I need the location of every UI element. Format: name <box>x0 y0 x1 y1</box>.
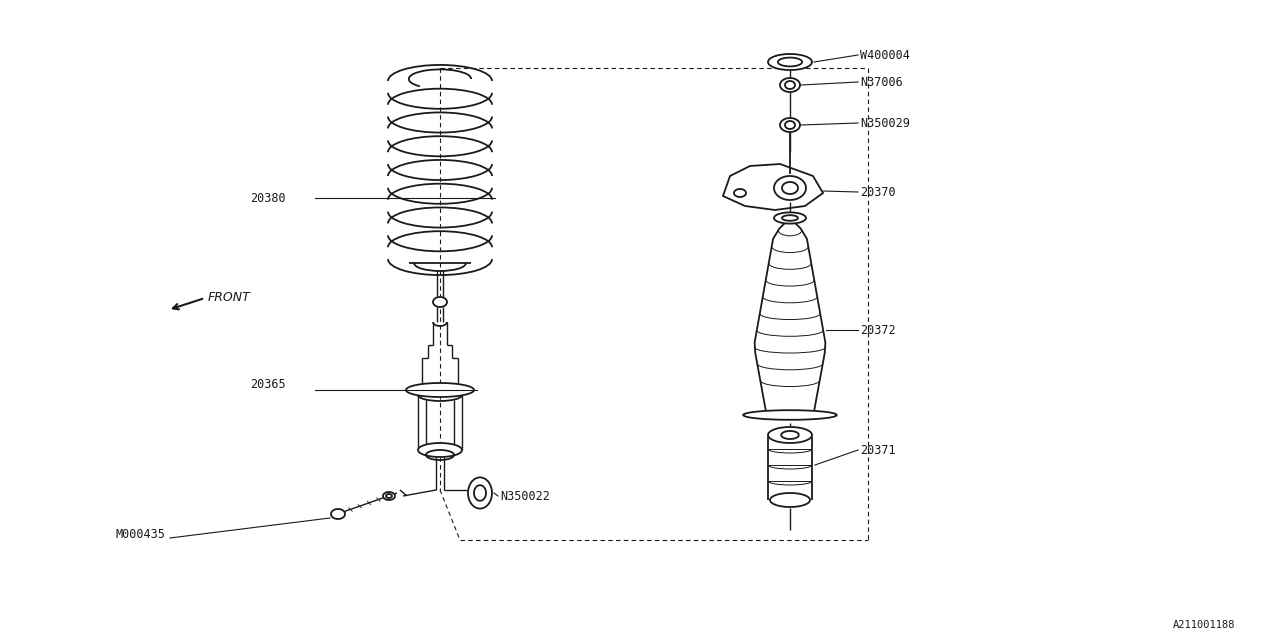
Ellipse shape <box>768 427 812 443</box>
Text: M000435: M000435 <box>115 529 165 541</box>
Text: 20365: 20365 <box>250 378 285 392</box>
Ellipse shape <box>433 297 447 307</box>
Text: N350029: N350029 <box>860 116 910 129</box>
Text: 20372: 20372 <box>860 323 896 337</box>
Ellipse shape <box>774 176 806 200</box>
Text: FRONT: FRONT <box>209 291 251 303</box>
Ellipse shape <box>768 54 812 70</box>
Ellipse shape <box>780 118 800 132</box>
Text: 20370: 20370 <box>860 186 896 198</box>
Text: A211001188: A211001188 <box>1172 620 1235 630</box>
Text: N350022: N350022 <box>500 490 550 502</box>
Text: N37006: N37006 <box>860 76 902 88</box>
Ellipse shape <box>771 493 810 507</box>
Ellipse shape <box>406 383 474 397</box>
Ellipse shape <box>419 443 462 457</box>
Ellipse shape <box>332 509 346 519</box>
Ellipse shape <box>733 189 746 197</box>
Ellipse shape <box>468 477 492 509</box>
Ellipse shape <box>744 410 837 420</box>
Ellipse shape <box>780 78 800 92</box>
Text: W400004: W400004 <box>860 49 910 61</box>
Ellipse shape <box>383 492 396 500</box>
Text: 20380: 20380 <box>250 191 285 205</box>
Ellipse shape <box>774 212 806 223</box>
Text: 20371: 20371 <box>860 444 896 456</box>
